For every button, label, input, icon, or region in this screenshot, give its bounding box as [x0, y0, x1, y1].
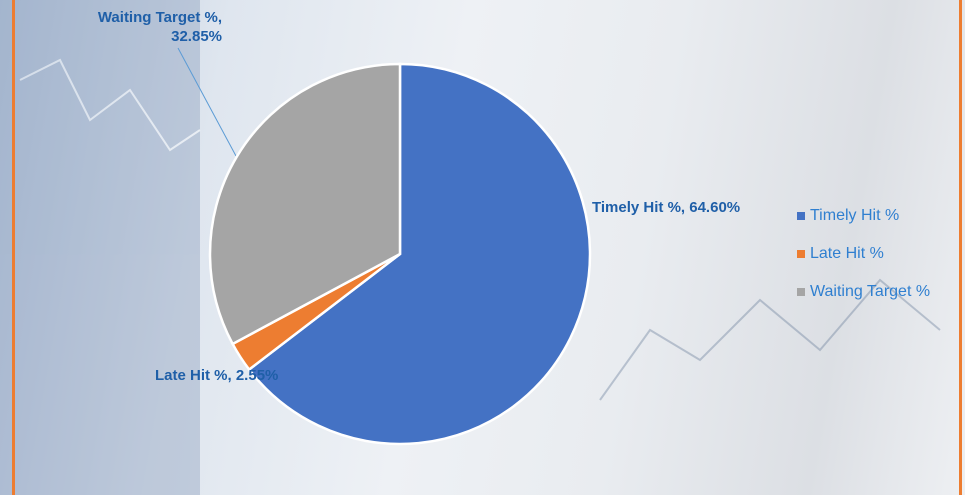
legend-swatch: [797, 250, 805, 258]
legend-label: Timely Hit %: [810, 207, 899, 224]
chart: Timely Hit % Late Hit % Waiting Target %: [0, 0, 965, 495]
legend-label: Late Hit %: [810, 245, 884, 262]
chart-area: Timely Hit % Late Hit % Waiting Target % T…: [0, 0, 965, 495]
legend-swatch: [797, 288, 805, 296]
data-label: Waiting Target %, 32.85%: [72, 8, 222, 46]
data-label: Late Hit %, 2.55%: [155, 366, 355, 385]
data-label: Timely Hit %, 64.60%: [592, 198, 792, 217]
legend-swatch: [797, 212, 805, 220]
legend-label: Waiting Target %: [810, 283, 930, 300]
